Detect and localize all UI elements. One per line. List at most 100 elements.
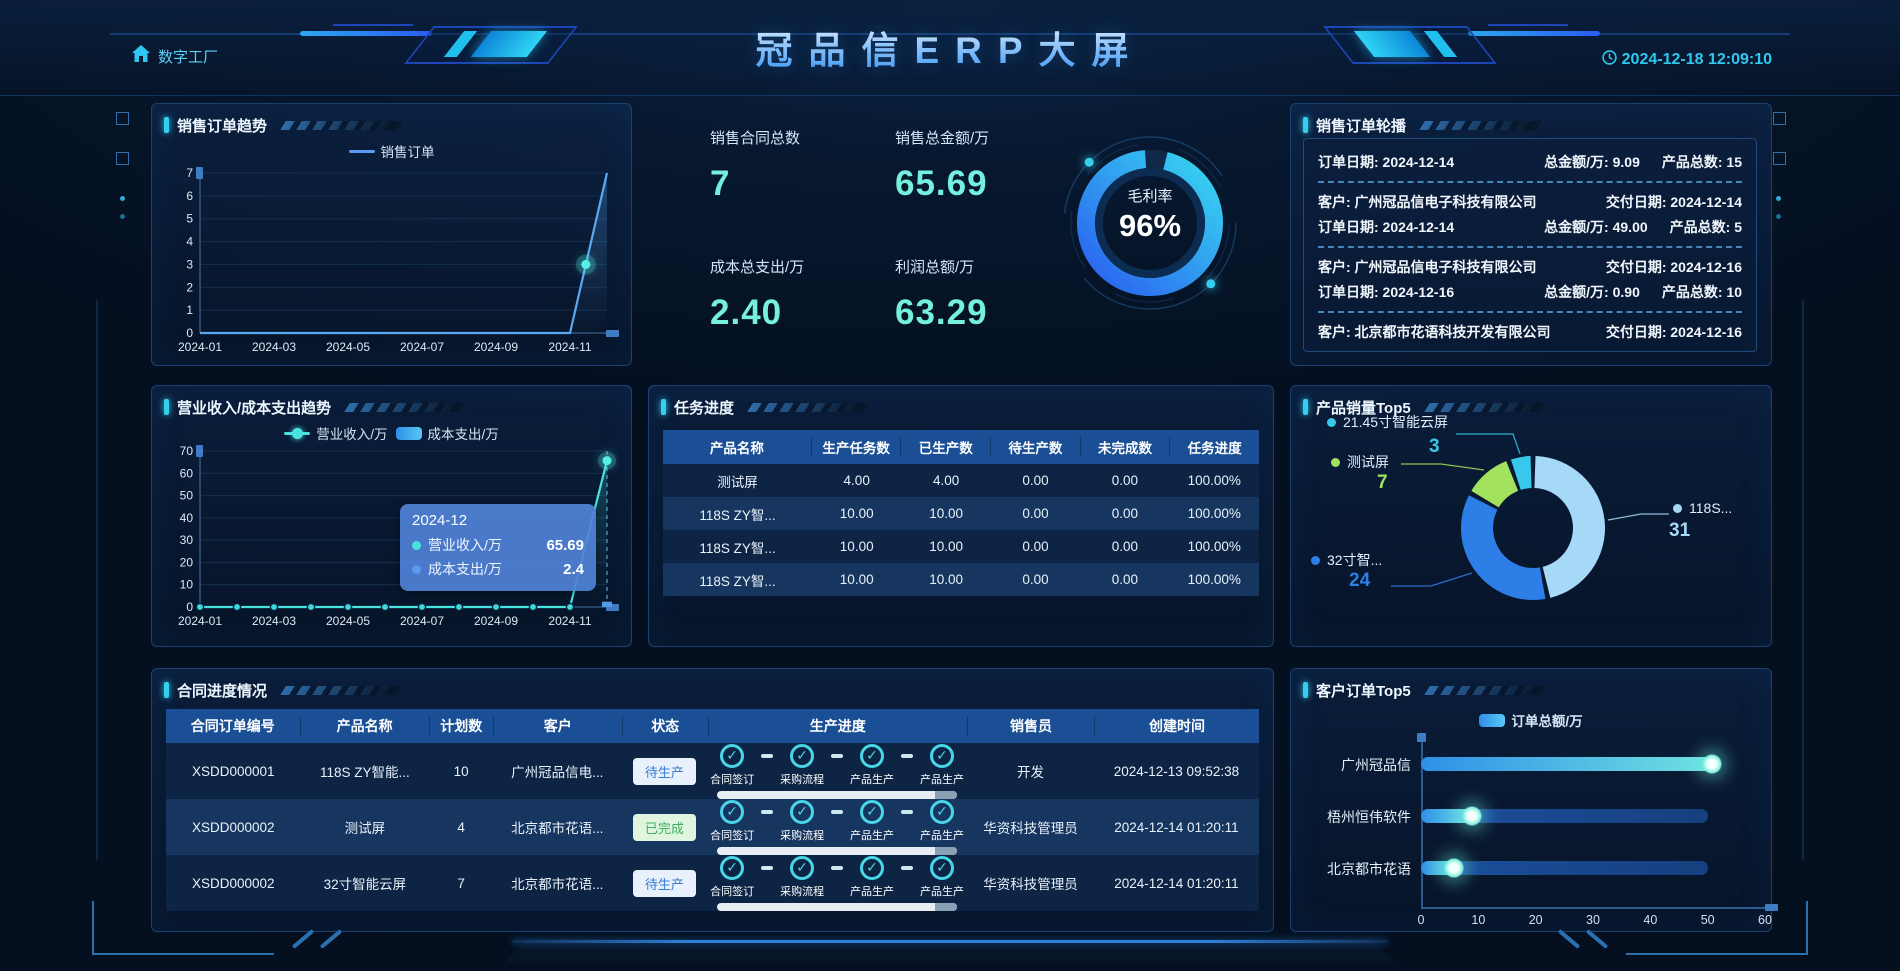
legend-label: 营业收入/万 [316, 427, 388, 442]
axis-handle-top[interactable] [1417, 733, 1426, 742]
legend-item-sales-order[interactable]: 销售订单 [348, 141, 435, 161]
table-cell: XSDD000002 [191, 875, 275, 891]
status-badge: 待生产 [632, 869, 696, 897]
bar-category-label: 广州冠品信 [1341, 757, 1411, 773]
legend-label: 销售订单 [380, 145, 435, 160]
step-dash-icon [901, 865, 913, 870]
count-field: 产品总数: 5 [1669, 219, 1742, 235]
panel-sales-order-carousel: 销售订单轮播 订单日期: 2024-12-14 总金额/万: 9.09 产品总数: … [1290, 103, 1772, 366]
column-header: 待生产数 [991, 437, 1081, 457]
home-icon [132, 45, 150, 67]
panel-header: 销售订单轮播 [1291, 104, 1771, 137]
slice-dot-icon [1673, 503, 1682, 513]
order-date-field: 订单日期: 2024-12-14 [1318, 219, 1455, 235]
deco-dot-icon [120, 214, 125, 219]
svg-text:2024-03: 2024-03 [252, 340, 296, 354]
legend-item-cost[interactable]: 成本支出/万 [395, 423, 499, 443]
legend-item-order-total[interactable]: 订单总额/万 [1479, 710, 1583, 730]
deco-square-icon [1773, 152, 1786, 165]
table-cell: 北京都市花语... [511, 821, 604, 836]
svg-text:10: 10 [180, 578, 194, 592]
table-cell: 118S ZY智能... [320, 765, 410, 780]
stat-contract-count: 销售合同总数 7 [710, 127, 895, 204]
title-bar-icon [1303, 682, 1308, 698]
table-row: 118S ZY智... 10.00 10.00 0.00 0.00 100.00% [663, 530, 1259, 563]
slice-dot-icon [1311, 555, 1320, 565]
deco-slash-icon [319, 929, 343, 949]
production-progress-cell: ✓ 合同签订 ✓ 采购流程 ✓ 产品生产 ✓ 产品生产 [707, 743, 967, 799]
progress-step: ✓ 采购流程 [777, 743, 827, 787]
stat-total-profit: 利润总额/万 63.29 [895, 256, 1080, 333]
amount-field: 总金额/万: 0.90 [1544, 284, 1640, 300]
stat-label: 利润总额/万 [895, 259, 975, 276]
donut-slice-label: 21.45寸智能云屏 [1327, 412, 1448, 432]
sales-trend-chart[interactable]: 0 1 2 3 4 5 6 7 2024-01 2024-03 2024-05 2024-07 2024… [164, 163, 619, 359]
table-cell: 118S ZY智... [699, 573, 776, 589]
table-cell: 0.00 [1022, 473, 1049, 488]
deco-slash-icon [1585, 929, 1609, 949]
panel-title: 销售订单轮播 [1316, 117, 1407, 135]
svg-text:2024-09: 2024-09 [474, 340, 518, 354]
production-progress-cell: ✓ 合同签订 ✓ 采购流程 ✓ 产品生产 ✓ 产品生产 [707, 799, 967, 855]
svg-text:2024-11: 2024-11 [548, 614, 591, 628]
product-sales-donut-chart[interactable] [1291, 414, 1771, 646]
legend-item-revenue[interactable]: 营业收入/万 [284, 423, 388, 443]
stat-value: 7 [710, 164, 731, 203]
series-dot-icon [412, 564, 421, 574]
profit-margin-gauge: 毛利率 96% [1050, 123, 1250, 323]
customer-orders-bar-chart[interactable]: 0 10 20 30 40 50 60 广州冠品信 梧州恒伟软件 北京都市花语 [1291, 669, 1778, 931]
home-button[interactable]: 数字工厂 [132, 45, 218, 67]
svg-text:0: 0 [186, 326, 193, 340]
step-label: 产品生产 [919, 829, 964, 842]
svg-text:2024-03: 2024-03 [252, 614, 296, 628]
steps-scrollbar[interactable] [717, 902, 958, 911]
step-label: 合同签订 [710, 773, 755, 786]
table-cell: 7 [457, 875, 465, 891]
slice-name: 118S... [1689, 500, 1733, 516]
axis-handle-right[interactable] [1765, 904, 1778, 911]
column-header: 客户 [494, 716, 623, 736]
panel-header: 产品销量Top5 [1291, 386, 1771, 419]
datetime-text: 2024-12-18 12:09:10 [1621, 51, 1772, 68]
svg-text:2024-01: 2024-01 [178, 614, 222, 628]
bar-x-axis [1421, 907, 1765, 909]
carousel-customer-line: 客户: 北京都市花语科技开发有限公司 交付日期: 2024-12-16 [1318, 322, 1742, 342]
svg-text:50: 50 [180, 489, 194, 503]
steps-scrollbar[interactable] [717, 790, 958, 799]
bar-value [1421, 809, 1473, 823]
panel-header: 客户订单Top5 [1291, 669, 1771, 702]
table-cell: XSDD000001 [191, 763, 275, 779]
scrollbar-tail [935, 846, 958, 855]
count-field: 产品总数: 10 [1661, 284, 1742, 300]
order-carousel-list[interactable]: 订单日期: 2024-12-14 总金额/万: 9.09 产品总数: 15 客户: 广… [1303, 138, 1757, 352]
svg-text:20: 20 [180, 555, 194, 569]
status-badge: 已完成 [632, 813, 696, 841]
title-bar-icon [661, 399, 666, 415]
step-dash-icon [901, 753, 913, 758]
slice-dot-icon [1331, 457, 1340, 467]
steps-scrollbar[interactable] [717, 846, 958, 855]
summary-stats: 销售合同总数 7 销售总金额/万 65.69 成本总支出/万 2.40 利润总额… [710, 127, 1080, 333]
step-label: 产品生产 [919, 773, 964, 786]
amount-field: 总金额/万: 49.00 [1544, 219, 1648, 235]
carousel-divider [1318, 246, 1742, 248]
production-progress-cell: ✓ 合同签订 ✓ 采购流程 ✓ 产品生产 ✓ 产品生产 [707, 855, 967, 911]
column-header: 产品名称 [663, 437, 812, 457]
check-circle-icon: ✓ [929, 743, 954, 768]
table-cell: 10.00 [839, 572, 874, 587]
donut-slice-value: 24 [1349, 570, 1371, 591]
tooltip-series-value: 2.4 [563, 560, 584, 578]
revenue-cost-legend[interactable]: 营业收入/万 成本支出/万 [152, 423, 631, 443]
legend-label: 成本支出/万 [427, 427, 499, 442]
status-badge: 待生产 [632, 757, 696, 785]
table-cell: 测试屏 [344, 821, 386, 836]
sales-trend-legend[interactable]: 销售订单 [152, 141, 631, 161]
deco-dot-icon [1776, 196, 1781, 201]
stat-label: 销售合同总数 [710, 130, 801, 147]
panel-header: 销售订单趋势 [152, 104, 631, 137]
check-circle-icon: ✓ [860, 855, 885, 880]
customer-orders-legend[interactable]: 订单总额/万 [1291, 710, 1771, 730]
tooltip-series-value: 65.69 [546, 536, 584, 554]
panel-title: 产品销量Top5 [1316, 399, 1411, 417]
